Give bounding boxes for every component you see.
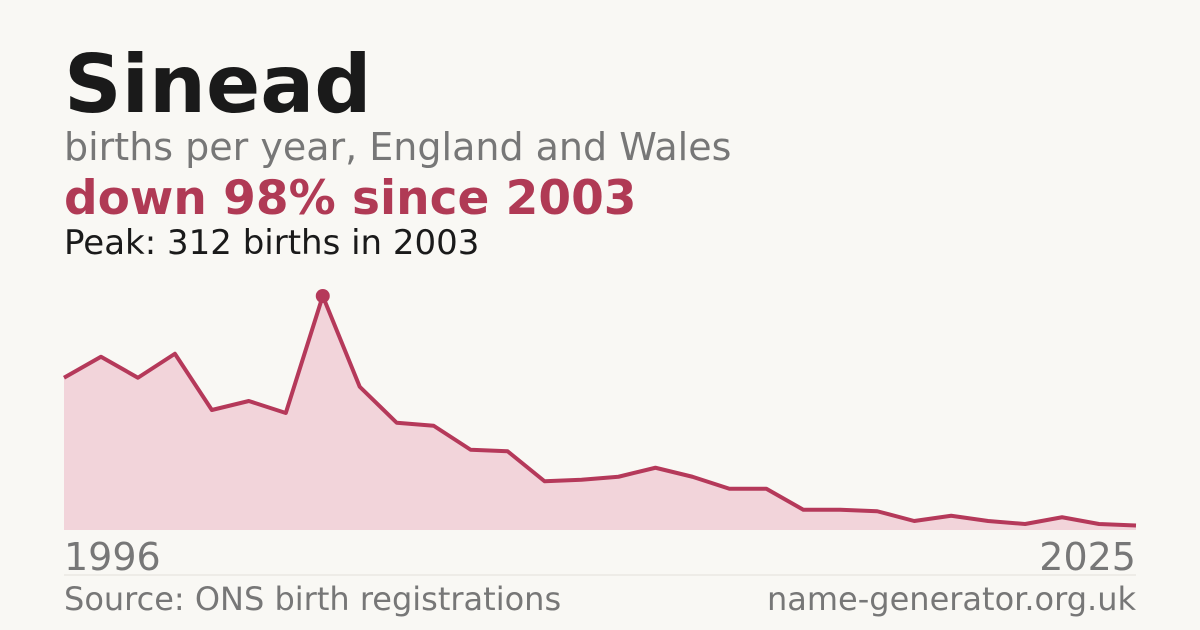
area bbox=[64, 296, 1136, 530]
source: Source: ONS birth registrations bbox=[64, 580, 561, 618]
chart-title: Sinead bbox=[64, 38, 372, 131]
x-tick-label: 2025 bbox=[1039, 535, 1136, 579]
line bbox=[63, 294, 1137, 528]
headline: down 98% since 2003 bbox=[64, 171, 637, 226]
x-tick-label: 1996 bbox=[64, 535, 161, 579]
peak-marker bbox=[315, 289, 330, 303]
annotation: Peak: 312 births in 2003 bbox=[64, 223, 479, 263]
site: name-generator.org.uk bbox=[767, 580, 1136, 618]
plot-area bbox=[63, 289, 1137, 530]
subtitle: births per year, England and Wales bbox=[64, 125, 731, 169]
